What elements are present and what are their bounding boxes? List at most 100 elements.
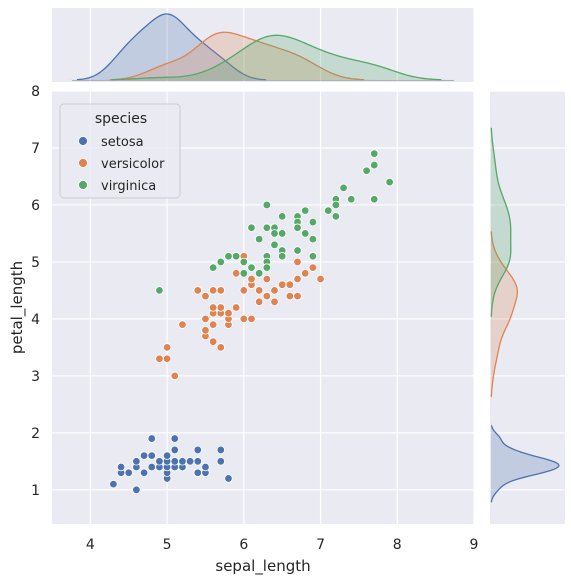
right-kde-line-setosa	[490, 425, 560, 503]
scatter-point-setosa	[132, 485, 141, 495]
top-marginal-kde	[52, 13, 474, 81]
scatter-point-versicolor	[201, 314, 210, 324]
scatter-point-virginica	[385, 177, 394, 187]
scatter-point-versicolor	[216, 286, 225, 295]
x-tick-label: 7	[316, 537, 325, 553]
scatter-point-versicolor	[208, 320, 218, 329]
scatter-point-virginica	[293, 246, 302, 255]
right-marginal-axes	[490, 90, 565, 524]
scatter-point-versicolor	[285, 291, 295, 301]
top-marginal-background	[52, 8, 474, 82]
scatter-point-setosa	[216, 457, 225, 466]
y-tick-label: 4	[31, 312, 40, 328]
scatter-point-versicolor	[208, 286, 218, 295]
scatter-point-virginica	[262, 200, 272, 210]
scatter-point-versicolor	[178, 320, 187, 329]
scatter-point-setosa	[116, 462, 126, 472]
scatter-point-virginica	[231, 252, 241, 261]
scatter-point-versicolor	[285, 280, 295, 289]
scatter-point-setosa	[162, 451, 172, 460]
scatter-point-setosa	[216, 445, 225, 455]
scatter-point-virginica	[301, 229, 310, 238]
scatter-point-virginica	[308, 252, 318, 261]
scatter-point-setosa	[147, 451, 156, 460]
y-tick-label: 5	[31, 255, 40, 271]
scatter-point-versicolor	[216, 303, 225, 312]
scatter-point-setosa	[224, 474, 233, 483]
scatter-point-setosa	[178, 457, 187, 466]
scatter-point-virginica	[331, 200, 341, 210]
scatter-point-setosa	[193, 468, 202, 477]
scatter-point-virginica	[216, 257, 225, 267]
scatter-point-versicolor	[293, 291, 302, 301]
x-axis-label: sepal_length	[215, 557, 310, 576]
scatter-point-setosa	[109, 479, 118, 489]
top-kde-fill-setosa	[52, 14, 474, 80]
scatter-points	[109, 149, 394, 495]
scatter-point-versicolor	[254, 286, 264, 295]
scatter-point-versicolor	[170, 371, 179, 381]
top-marginal-axes	[52, 8, 475, 82]
scatter-point-setosa	[193, 457, 202, 466]
scatter-point-virginica	[254, 269, 264, 278]
scatter-point-virginica	[308, 234, 318, 244]
scatter-point-virginica	[239, 257, 249, 267]
legend-items: setosa versicolor virginica	[78, 135, 165, 194]
scatter-point-setosa	[170, 434, 179, 443]
scatter-point-versicolor	[193, 286, 202, 295]
y-tick-label: 1	[31, 483, 40, 499]
scatter-point-versicolor	[316, 274, 325, 284]
legend-label-setosa: setosa	[101, 135, 144, 150]
joint-scatter-axes: 4 5 6 7 8 9 1 2 3 4 5 6 7 8	[31, 84, 478, 553]
scatter-point-versicolor	[270, 297, 279, 307]
scatter-point-virginica	[155, 286, 164, 295]
legend-label-virginica: virginica	[101, 179, 156, 194]
right-kde-fill-versicolor	[491, 91, 518, 524]
scatter-point-virginica	[208, 263, 218, 272]
scatter-point-versicolor	[301, 269, 310, 278]
scatter-point-virginica	[339, 183, 348, 193]
scatter-point-setosa	[155, 457, 164, 466]
top-marginal-grid	[89, 8, 475, 82]
scatter-point-setosa	[201, 462, 210, 472]
scatter-point-versicolor	[162, 343, 172, 352]
right-kde-line-versicolor	[490, 231, 518, 397]
scatter-point-versicolor	[201, 326, 210, 335]
right-kde-fill-setosa	[491, 91, 559, 524]
scatter-point-virginica	[308, 217, 318, 227]
right-marginal-background	[490, 91, 565, 524]
y-tick-label: 6	[31, 198, 40, 214]
x-tick-label: 9	[470, 537, 479, 553]
scatter-point-virginica	[277, 212, 287, 221]
x-tick-labels: 4 5 6 7 8 9	[86, 537, 479, 553]
scatter-point-virginica	[324, 206, 333, 215]
scatter-point-versicolor	[262, 291, 272, 301]
scatter-point-virginica	[347, 195, 356, 204]
scatter-point-virginica	[370, 195, 379, 204]
legend-marker-versicolor	[78, 158, 88, 168]
scatter-point-virginica	[277, 229, 287, 238]
scatter-point-virginica	[239, 269, 249, 278]
scatter-point-versicolor	[208, 337, 218, 346]
scatter-point-versicolor	[270, 286, 279, 295]
scatter-point-versicolor	[247, 314, 256, 324]
scatter-point-setosa	[124, 468, 133, 477]
legend-marker-setosa	[78, 136, 88, 146]
scatter-point-versicolor	[254, 297, 264, 307]
scatter-point-versicolor	[277, 280, 287, 289]
scatter-point-versicolor	[239, 286, 249, 295]
y-axis-label: petal_length	[8, 261, 27, 354]
scatter-point-virginica	[262, 223, 272, 232]
y-tick-label: 2	[31, 426, 40, 442]
scatter-point-setosa	[170, 457, 179, 466]
legend-box	[59, 103, 181, 199]
y-tick-labels: 1 2 3 4 5 6 7 8	[31, 84, 40, 499]
scatter-point-versicolor	[308, 263, 318, 272]
scatter-point-setosa	[170, 445, 179, 455]
scatter-point-versicolor	[155, 354, 164, 363]
scatter-point-virginica	[224, 252, 233, 261]
top-kde-line-versicolor	[109, 31, 365, 81]
scatter-point-setosa	[147, 434, 156, 443]
top-kde-line-virginica	[111, 34, 442, 81]
scatter-point-setosa	[193, 445, 202, 455]
